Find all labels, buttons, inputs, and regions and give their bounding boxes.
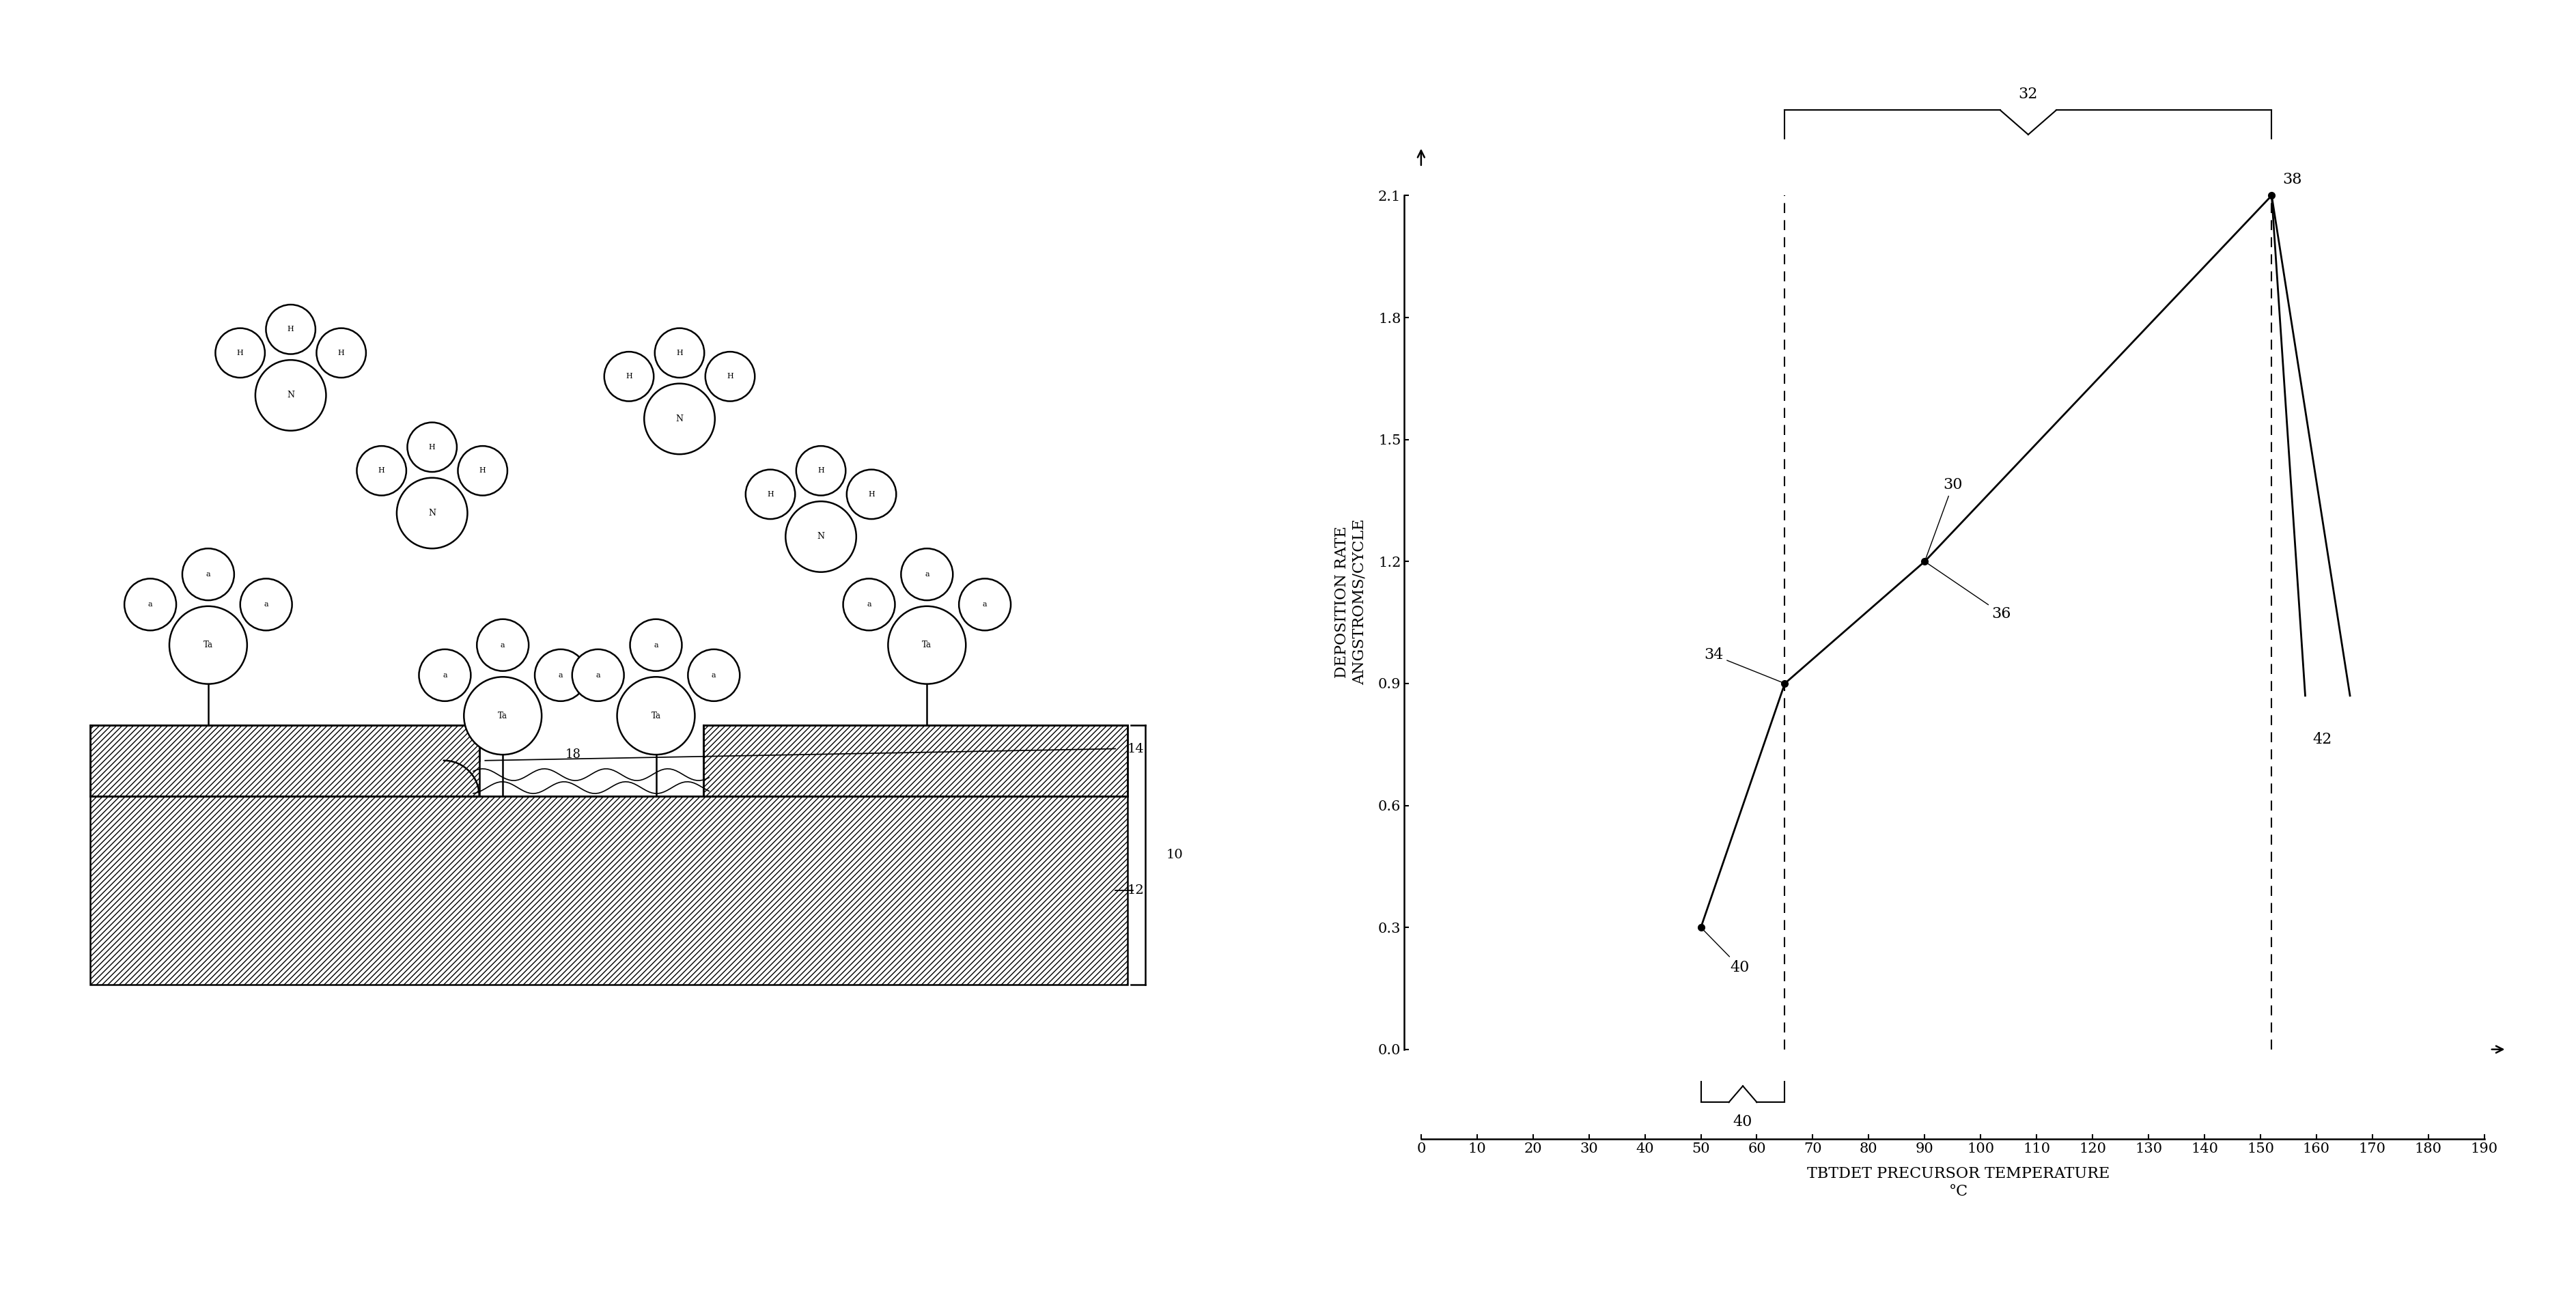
Y-axis label: DEPOSITION RATE
ANGSTROMS/CYCLE: DEPOSITION RATE ANGSTROMS/CYCLE (1334, 520, 1365, 685)
Circle shape (407, 423, 456, 471)
Text: H: H (237, 350, 242, 356)
Circle shape (842, 579, 894, 631)
Circle shape (459, 446, 507, 496)
Circle shape (397, 478, 466, 548)
Text: H: H (337, 350, 345, 356)
Text: a: a (925, 571, 930, 577)
Circle shape (654, 329, 703, 377)
Bar (90, 796, 1126, 984)
Circle shape (631, 619, 683, 672)
Text: H: H (479, 467, 487, 474)
Text: 36: 36 (1927, 563, 2012, 622)
Text: H: H (768, 491, 773, 497)
Bar (703, 725, 1126, 796)
Text: Ta: Ta (497, 711, 507, 720)
Text: 40: 40 (1734, 1114, 1752, 1130)
Text: N: N (675, 415, 683, 423)
Circle shape (706, 352, 755, 402)
Text: N: N (428, 509, 435, 517)
Text: a: a (981, 601, 987, 607)
Text: 42: 42 (2311, 732, 2331, 747)
Circle shape (786, 501, 855, 572)
Circle shape (603, 352, 654, 402)
Circle shape (170, 606, 247, 683)
Text: H: H (626, 373, 631, 380)
Circle shape (848, 470, 896, 520)
Circle shape (889, 606, 966, 683)
Circle shape (536, 649, 587, 702)
Text: 32: 32 (2017, 86, 2038, 102)
Text: H: H (428, 444, 435, 450)
Circle shape (688, 649, 739, 702)
Circle shape (464, 677, 541, 754)
Text: Ta: Ta (652, 711, 659, 720)
Text: H: H (868, 491, 873, 497)
Circle shape (216, 329, 265, 378)
Circle shape (616, 677, 696, 754)
Circle shape (958, 579, 1010, 631)
Text: a: a (500, 641, 505, 648)
Text: a: a (711, 672, 716, 678)
Text: H: H (675, 350, 683, 356)
Text: 14: 14 (1126, 742, 1144, 755)
Circle shape (796, 446, 845, 495)
Circle shape (744, 470, 796, 520)
Text: Ta: Ta (204, 640, 214, 649)
Circle shape (183, 548, 234, 601)
Circle shape (355, 446, 407, 496)
Bar (90, 725, 479, 796)
Text: H: H (817, 467, 824, 474)
Circle shape (477, 619, 528, 672)
Bar (90, 796, 1126, 984)
Text: a: a (595, 672, 600, 678)
Text: 30: 30 (1924, 478, 1963, 560)
Text: a: a (443, 672, 448, 678)
Circle shape (240, 579, 291, 631)
Text: a: a (206, 571, 211, 577)
Circle shape (265, 305, 314, 353)
Text: 10: 10 (1167, 848, 1182, 861)
Text: H: H (289, 326, 294, 332)
Text: a: a (654, 641, 657, 648)
Bar (703, 725, 1126, 796)
Circle shape (644, 384, 714, 454)
Text: 38: 38 (2282, 173, 2303, 187)
Circle shape (572, 649, 623, 702)
Text: 18: 18 (567, 749, 582, 761)
Text: 34: 34 (1703, 648, 1783, 683)
Text: N: N (817, 533, 824, 541)
X-axis label: TBTDET PRECURSOR TEMPERATURE
°C: TBTDET PRECURSOR TEMPERATURE °C (1806, 1166, 2110, 1199)
Text: 12: 12 (1126, 884, 1144, 897)
Text: a: a (263, 601, 268, 607)
Text: 40: 40 (1703, 929, 1749, 975)
Bar (90, 725, 479, 796)
Circle shape (420, 649, 471, 702)
Text: a: a (866, 601, 871, 607)
Text: N: N (286, 391, 294, 399)
Circle shape (317, 329, 366, 378)
Circle shape (255, 360, 327, 431)
Text: a: a (147, 601, 152, 607)
Text: Ta: Ta (922, 640, 933, 649)
Text: a: a (559, 672, 562, 678)
Circle shape (124, 579, 175, 631)
Text: H: H (379, 467, 384, 474)
Circle shape (902, 548, 953, 601)
Text: H: H (726, 373, 734, 380)
